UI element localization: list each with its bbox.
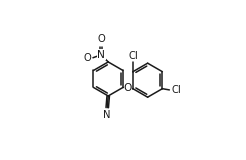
Text: O: O <box>83 53 91 63</box>
Text: O: O <box>124 83 132 93</box>
Text: Cl: Cl <box>128 51 138 61</box>
Text: O: O <box>97 34 105 44</box>
Text: N: N <box>104 110 111 120</box>
Text: N: N <box>97 50 105 60</box>
Text: Cl: Cl <box>172 85 182 95</box>
